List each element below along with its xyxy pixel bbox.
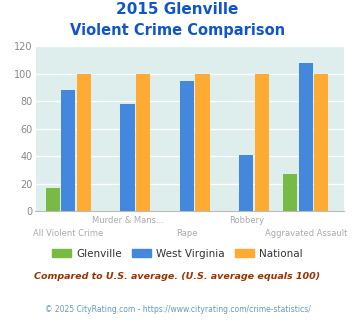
Text: All Violent Crime: All Violent Crime [33, 229, 103, 238]
Bar [239, 155, 253, 211]
Text: Murder & Mans...: Murder & Mans... [92, 216, 164, 225]
Bar [299, 63, 313, 211]
Text: © 2025 CityRating.com - https://www.cityrating.com/crime-statistics/: © 2025 CityRating.com - https://www.city… [45, 305, 310, 314]
Text: Rape: Rape [176, 229, 198, 238]
Legend: Glenville, West Virginia, National: Glenville, West Virginia, National [48, 245, 307, 263]
Bar [283, 174, 297, 211]
Text: Violent Crime Comparison: Violent Crime Comparison [70, 23, 285, 38]
Bar [61, 90, 75, 211]
Bar [120, 104, 135, 211]
Bar [136, 74, 150, 211]
Text: Robbery: Robbery [229, 216, 264, 225]
Bar [180, 81, 194, 211]
Text: 2015 Glenville: 2015 Glenville [116, 2, 239, 16]
Bar [46, 188, 60, 211]
Bar [255, 74, 269, 211]
Text: Aggravated Assault: Aggravated Assault [264, 229, 347, 238]
Bar [314, 74, 328, 211]
Bar [195, 74, 209, 211]
Bar [77, 74, 91, 211]
Text: Compared to U.S. average. (U.S. average equals 100): Compared to U.S. average. (U.S. average … [34, 272, 321, 281]
